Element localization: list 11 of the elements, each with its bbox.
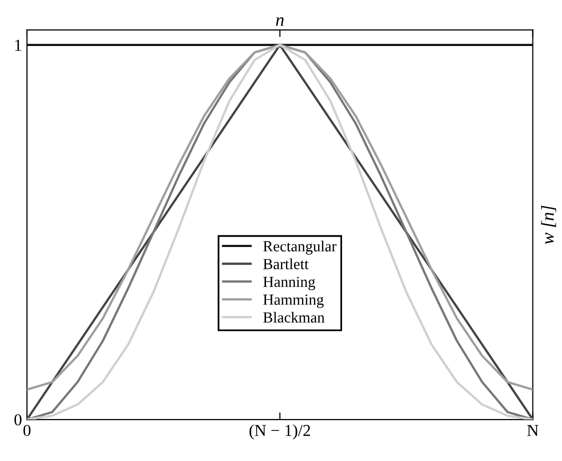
legend-label: Blackman [263, 312, 325, 323]
legend-label: Bartlett [263, 258, 309, 270]
legend-label: Hamming [263, 294, 324, 308]
y-axis-title: w [n] [541, 206, 556, 244]
legend-label: Rectangular [263, 240, 337, 255]
x-tick-label: 0 [23, 424, 31, 436]
x-axis-title: n [276, 17, 284, 26]
x-tick-label: N [527, 425, 538, 436]
y-tick-label: 1 [15, 40, 22, 51]
legend-label: Hanning [263, 276, 316, 290]
x-tick-label: (N − 1)/2 [250, 424, 310, 440]
